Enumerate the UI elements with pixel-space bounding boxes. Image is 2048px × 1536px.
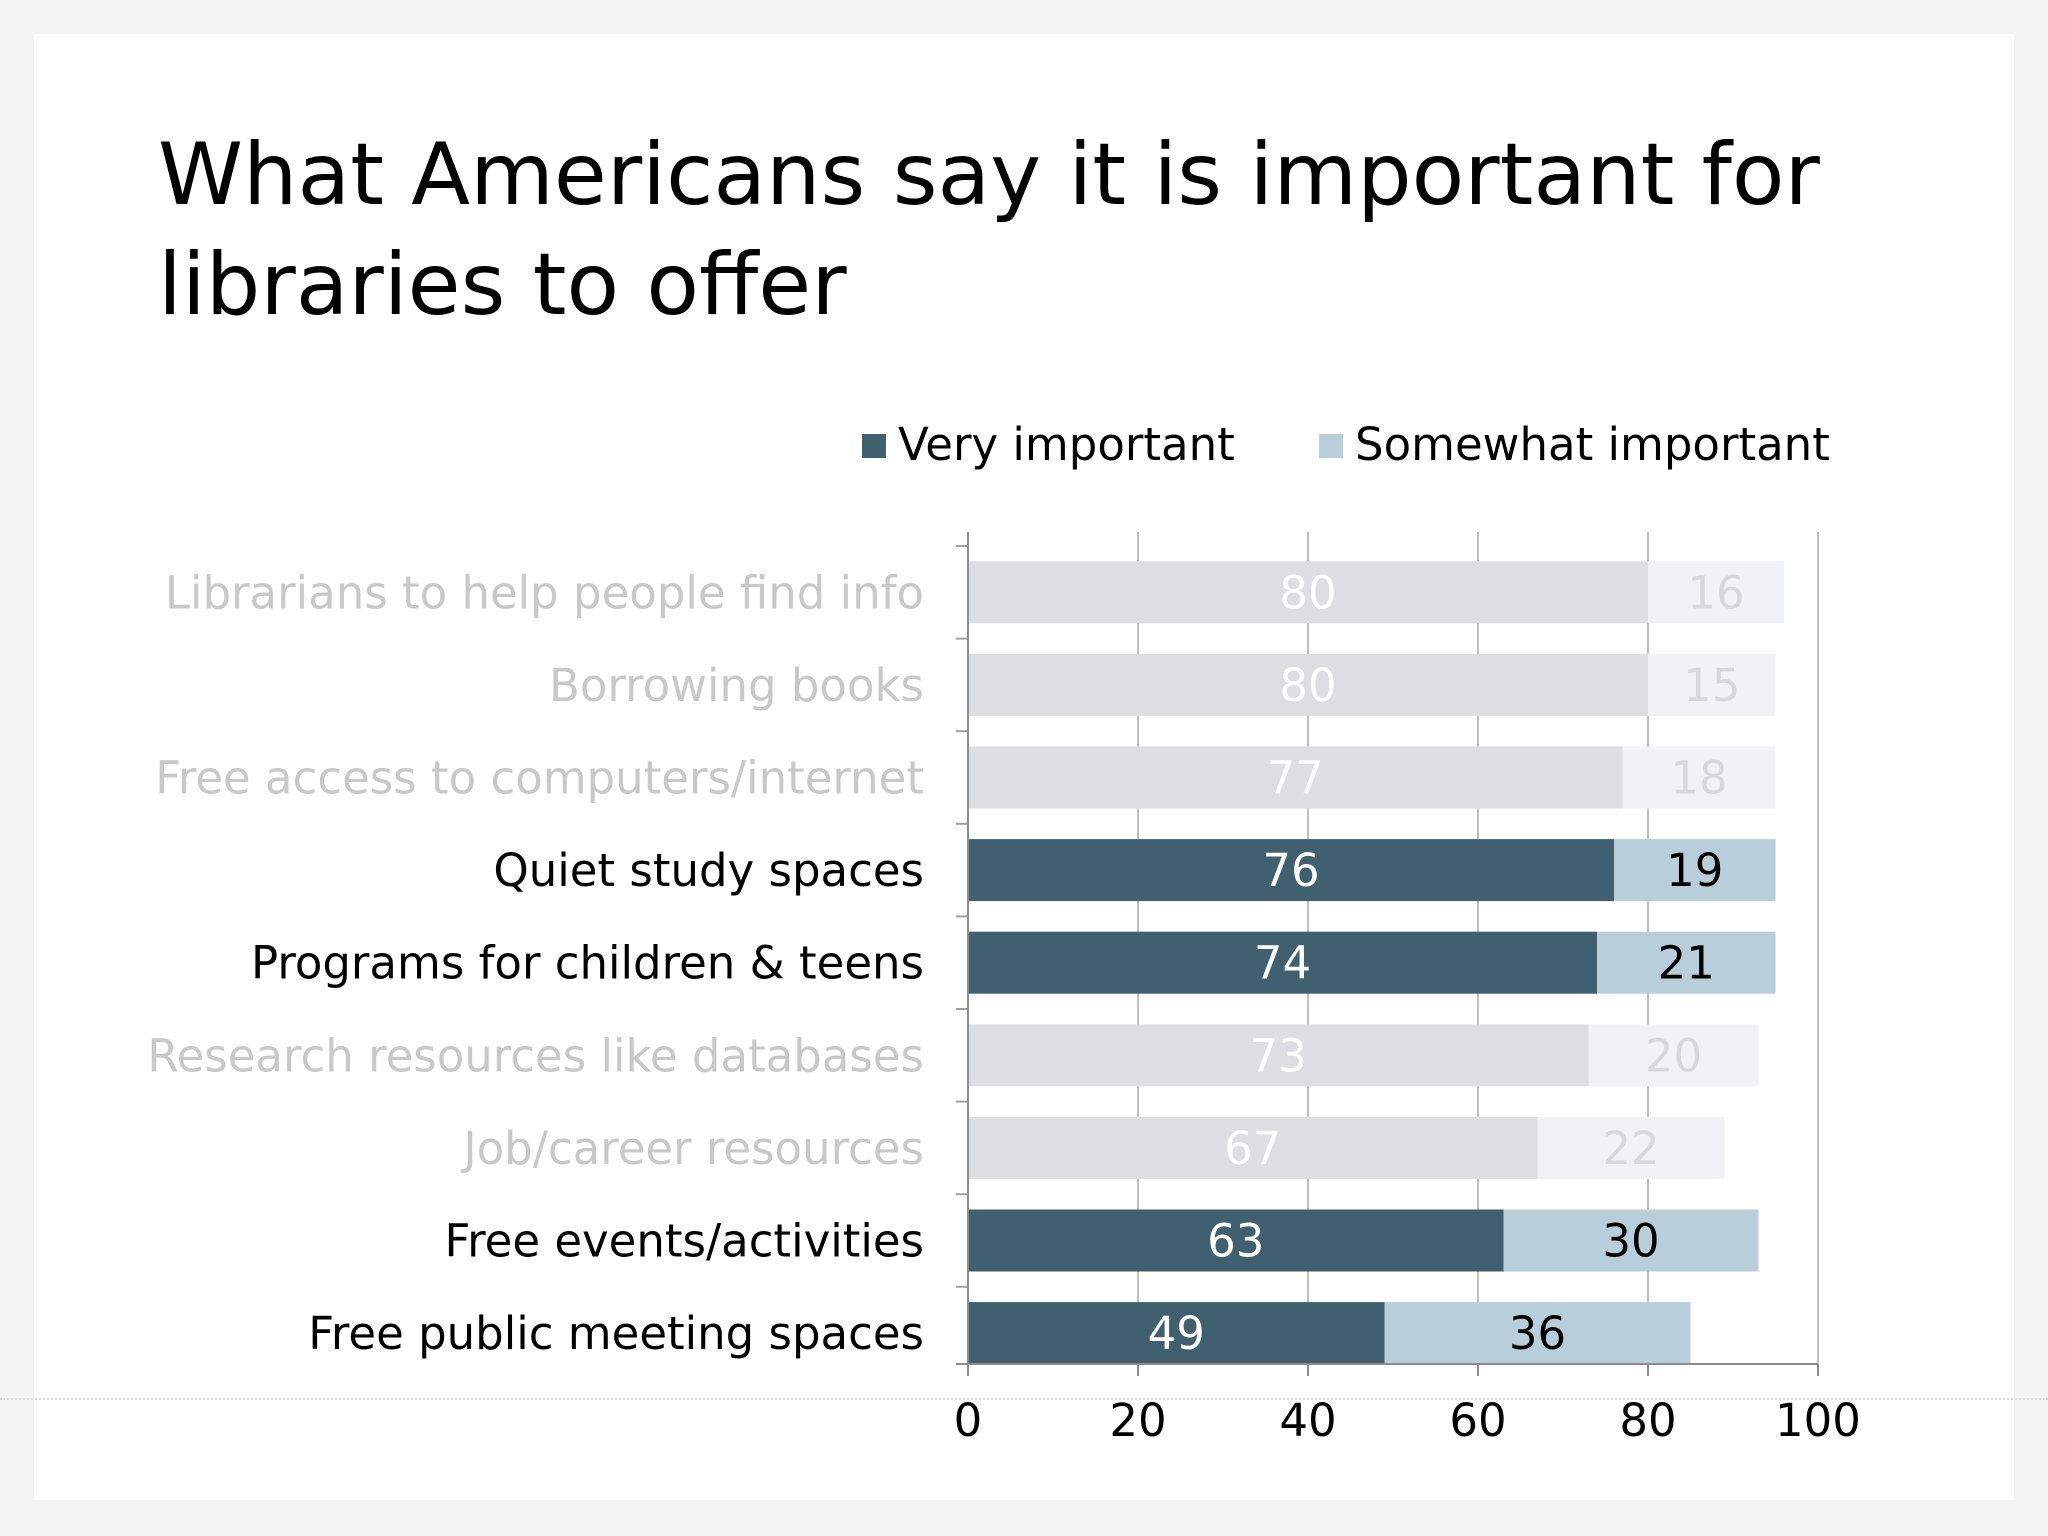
bar-very-important <box>968 931 1597 994</box>
data-label-very: 74 <box>1254 937 1311 990</box>
data-label-somewhat: 18 <box>1670 752 1727 805</box>
legend-item-very: Very important <box>862 418 1235 471</box>
data-label-somewhat: 30 <box>1602 1215 1659 1268</box>
category-label: Free public meeting spaces <box>308 1307 924 1360</box>
data-label-very: 67 <box>1224 1122 1281 1175</box>
data-label-somewhat: 22 <box>1602 1122 1659 1175</box>
bar-somewhat-important <box>1503 1209 1759 1272</box>
legend: Very important Somewhat important <box>862 418 1830 471</box>
bar-very-important <box>968 1024 1589 1087</box>
category-label: Free events/activities <box>445 1215 924 1268</box>
bar-somewhat-important <box>1597 931 1776 994</box>
legend-item-somewhat: Somewhat important <box>1319 418 1830 471</box>
bar-very-important <box>968 1116 1538 1179</box>
legend-label-somewhat: Somewhat important <box>1355 418 1830 471</box>
bar-very-important <box>968 653 1648 716</box>
bar-very-important <box>968 839 1614 902</box>
x-tick-label: 40 <box>1279 1394 1336 1447</box>
data-label-very: 63 <box>1207 1215 1264 1268</box>
bar-somewhat-important <box>1537 1116 1725 1179</box>
data-label-very: 80 <box>1279 566 1336 619</box>
chart-title: What Americans say it is important for l… <box>158 125 1820 335</box>
category-label: Librarians to help people find info <box>165 566 924 619</box>
data-label-somewhat: 15 <box>1683 659 1740 712</box>
data-label-very: 73 <box>1250 1029 1307 1082</box>
category-label: Job/career resources <box>460 1122 924 1175</box>
bar-very-important <box>968 561 1648 624</box>
data-label-somewhat: 19 <box>1666 844 1723 897</box>
data-label-somewhat: 36 <box>1509 1307 1566 1360</box>
bar-somewhat-important <box>1648 561 1784 624</box>
bar-very-important <box>968 1302 1385 1365</box>
category-label: Borrowing books <box>549 659 924 712</box>
category-label: Free access to computers/internet <box>155 752 924 805</box>
data-label-very: 49 <box>1148 1307 1205 1360</box>
x-tick-label: 80 <box>1619 1394 1676 1447</box>
data-label-somewhat: 20 <box>1645 1029 1702 1082</box>
data-label-very: 80 <box>1279 659 1336 712</box>
bar-very-important <box>968 1209 1504 1272</box>
bar-somewhat-important <box>1648 653 1776 716</box>
bar-somewhat-important <box>1384 1302 1691 1365</box>
data-label-very: 76 <box>1262 844 1319 897</box>
legend-swatch-very <box>862 434 886 458</box>
category-label: Programs for children & teens <box>251 937 924 990</box>
x-tick-label: 0 <box>954 1394 983 1447</box>
category-label: Quiet study spaces <box>493 844 924 897</box>
bar-somewhat-important <box>1614 839 1776 902</box>
x-tick-label: 20 <box>1109 1394 1166 1447</box>
legend-swatch-somewhat <box>1319 434 1344 458</box>
data-label-somewhat: 16 <box>1687 566 1744 619</box>
x-tick-label: 100 <box>1775 1394 1861 1447</box>
data-label-somewhat: 21 <box>1658 937 1715 990</box>
bar-very-important <box>968 746 1623 809</box>
baseline-divider <box>0 1398 2048 1400</box>
bar-somewhat-important <box>1588 1024 1759 1087</box>
x-tick-label: 60 <box>1449 1394 1506 1447</box>
legend-label-very: Very important <box>898 418 1235 471</box>
data-label-very: 77 <box>1267 752 1324 805</box>
category-label: Research resources like databases <box>147 1029 924 1082</box>
bar-somewhat-important <box>1622 746 1776 809</box>
